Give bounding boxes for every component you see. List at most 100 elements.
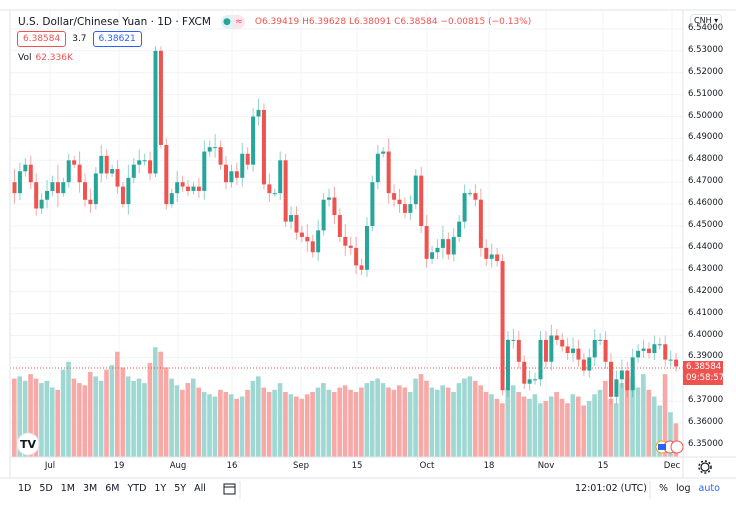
candle-body bbox=[131, 164, 136, 178]
candle-body bbox=[169, 193, 174, 205]
range-5y[interactable]: 5Y bbox=[174, 483, 187, 494]
volume-bar bbox=[17, 376, 23, 457]
candle-body bbox=[625, 370, 630, 391]
candle-body bbox=[305, 236, 310, 242]
range-1d[interactable]: 1D bbox=[18, 483, 32, 494]
volume-bar bbox=[104, 369, 109, 457]
range-all[interactable]: All bbox=[194, 483, 206, 494]
candle-body bbox=[245, 153, 250, 165]
volume-bar bbox=[619, 383, 624, 457]
utc-clock[interactable]: 12:01:02 (UTC) bbox=[575, 483, 647, 494]
log-toggle[interactable]: log bbox=[676, 483, 691, 494]
candle-body bbox=[261, 109, 266, 185]
candle-body bbox=[321, 199, 326, 231]
volume-bar bbox=[364, 383, 370, 457]
candle-body bbox=[82, 182, 87, 200]
candle-body bbox=[66, 160, 71, 183]
candle-body bbox=[299, 232, 304, 237]
high-value: H6.39628 bbox=[302, 17, 347, 27]
candle-body bbox=[419, 175, 424, 226]
candle-body bbox=[424, 226, 429, 259]
volume-bar bbox=[288, 394, 294, 457]
volume-bar bbox=[321, 383, 326, 457]
bid-ask-row: 6.38584 3.7 6.38621 bbox=[17, 31, 142, 47]
auto-toggle[interactable]: auto bbox=[698, 483, 720, 494]
candle-body bbox=[554, 335, 559, 340]
goto-date-icon[interactable] bbox=[223, 483, 236, 495]
volume-bar bbox=[548, 396, 554, 457]
time-tick: 19 bbox=[113, 461, 125, 471]
range-3m[interactable]: 3M bbox=[82, 483, 98, 494]
range-1m[interactable]: 1M bbox=[60, 483, 75, 494]
volume-bar bbox=[489, 394, 494, 457]
volume-bar bbox=[223, 392, 229, 457]
candle-body bbox=[408, 204, 413, 213]
candle-body bbox=[175, 182, 180, 194]
range-5d[interactable]: 5D bbox=[39, 483, 53, 494]
volume-bar bbox=[673, 423, 679, 457]
time-tick: 15 bbox=[351, 461, 363, 471]
volume-bar bbox=[12, 378, 17, 457]
candle-body bbox=[619, 370, 624, 380]
candle-body bbox=[630, 357, 635, 391]
volume-bar bbox=[33, 378, 39, 457]
candle-body bbox=[435, 247, 440, 253]
volume-bar bbox=[651, 396, 657, 457]
candle-body bbox=[164, 144, 169, 205]
range-1y[interactable]: 1Y bbox=[154, 483, 167, 494]
volume-bar bbox=[424, 380, 429, 457]
range-6m[interactable]: 6M bbox=[105, 483, 120, 494]
candle-body bbox=[45, 190, 50, 200]
candle-body bbox=[17, 171, 22, 194]
candle-body bbox=[310, 241, 315, 253]
candle-body bbox=[392, 193, 397, 200]
volume-bar bbox=[559, 398, 565, 457]
volume-bar bbox=[369, 380, 375, 457]
time-tick: Dec bbox=[663, 461, 681, 471]
volume-legend: Vol 62.336K bbox=[18, 53, 73, 63]
price-tick: 6.54000 bbox=[688, 22, 724, 33]
candle-body bbox=[581, 359, 586, 371]
volume-bar bbox=[250, 380, 256, 457]
price-tick: 6.53000 bbox=[688, 44, 724, 55]
price-tick: 6.49000 bbox=[688, 132, 724, 143]
price-tick: 6.45000 bbox=[688, 220, 724, 230]
volume-bar bbox=[565, 403, 570, 457]
symbol-title: U.S. Dollar/Chinese Yuan · 1D · FXCM bbox=[18, 16, 211, 28]
range-buttons: 1D 5D 1M 3M 6M YTD 1Y 5Y All bbox=[18, 483, 214, 494]
volume-bar bbox=[440, 385, 446, 457]
candle-body bbox=[571, 348, 576, 354]
candle-body bbox=[34, 182, 39, 209]
candle-body bbox=[343, 236, 348, 246]
volume-bar bbox=[71, 378, 77, 457]
volume-bar bbox=[44, 380, 50, 457]
range-ytd[interactable]: YTD bbox=[127, 483, 147, 494]
volume-bar bbox=[608, 398, 614, 457]
candle-body bbox=[110, 169, 115, 174]
volume-bar bbox=[613, 403, 619, 457]
candle-body bbox=[251, 116, 256, 165]
settings-gear-icon[interactable] bbox=[698, 460, 712, 474]
volume-bar bbox=[234, 398, 239, 457]
time-tick: Aug bbox=[169, 461, 187, 471]
candle-body bbox=[223, 164, 228, 183]
volume-bar bbox=[158, 351, 164, 457]
candle-body bbox=[93, 173, 98, 205]
sell-button[interactable]: 6.38584 bbox=[17, 31, 67, 47]
market-status-pill[interactable]: ● ≈ bbox=[220, 15, 245, 29]
price-tick: 6.46000 bbox=[688, 198, 724, 209]
candle-body bbox=[603, 339, 608, 362]
candle-body bbox=[614, 379, 619, 397]
percent-toggle[interactable]: % bbox=[659, 483, 669, 494]
price-tick: 6.40000 bbox=[688, 329, 724, 340]
volume-bar bbox=[299, 398, 305, 457]
buy-button[interactable]: 6.38621 bbox=[92, 31, 142, 47]
delayed-icon: ≈ bbox=[232, 15, 245, 29]
time-tick: Sep bbox=[292, 461, 310, 471]
volume-bar bbox=[174, 385, 180, 457]
volume-bar bbox=[434, 389, 440, 457]
currency-select[interactable]: CNH ▾ bbox=[690, 14, 723, 27]
candle-body bbox=[652, 344, 657, 354]
volume-bar bbox=[538, 403, 543, 457]
